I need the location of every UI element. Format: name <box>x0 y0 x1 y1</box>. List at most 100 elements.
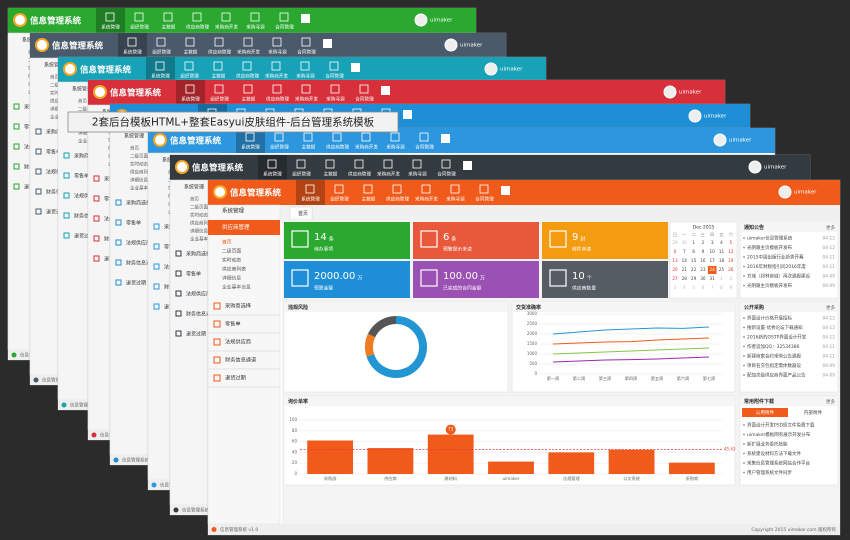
sidebar-sub[interactable]: 详细信息 <box>78 130 96 137</box>
list-item[interactable]: 搜新设置-优秀论坛下载通知 <box>747 324 803 331</box>
sidebar-sub[interactable]: 首页 <box>190 196 199 203</box>
calendar-day[interactable]: 3 <box>711 240 714 245</box>
download-tab[interactable]: 公用附件 <box>756 409 775 416</box>
sidebar-item[interactable]: 采购商选择 <box>126 200 151 207</box>
list-item[interactable]: 系统建设材料方法下载文件 <box>747 450 801 457</box>
calendar-day[interactable]: 21 <box>682 267 688 272</box>
nav-item[interactable]: 供应商管理 <box>386 196 409 203</box>
sidebar-sub[interactable]: 企业基本信息 <box>130 185 157 192</box>
stat-tile[interactable] <box>284 261 410 298</box>
nav-item[interactable]: 系统管理 <box>263 171 282 178</box>
calendar-day[interactable]: 14 <box>682 258 688 263</box>
list-item[interactable]: 配加次级供应商界面产品公告 <box>747 372 806 379</box>
calendar-day[interactable]: 5 <box>729 240 732 245</box>
sidebar-sub[interactable]: 二级页面 <box>222 248 241 255</box>
nav-item[interactable]: 采购寻源 <box>326 96 345 103</box>
sidebar-sub[interactable]: 二级页面 <box>78 106 96 113</box>
nav-item[interactable]: 组织管理 <box>180 73 199 80</box>
calendar-day[interactable]: 15 <box>691 258 697 263</box>
user-name[interactable]: uimaker <box>764 165 787 171</box>
calendar-day[interactable]: 24 <box>710 267 716 272</box>
nav-item[interactable]: 采购商开发 <box>215 24 238 31</box>
nav-item[interactable]: 系统管理 <box>181 96 200 103</box>
calendar-day[interactable]: 23 <box>700 267 706 272</box>
nav-item[interactable]: 主数据 <box>324 171 338 178</box>
tab-label[interactable]: 首页 <box>298 210 308 217</box>
calendar-day[interactable]: 8 <box>692 249 695 254</box>
nav-item[interactable]: 组织管理 <box>330 196 349 203</box>
more-link[interactable]: 更多 <box>826 304 835 311</box>
more-link[interactable]: 更多 <box>826 398 835 405</box>
sidebar-sub[interactable]: 首页 <box>50 74 59 81</box>
sidebar-item[interactable]: 法规供应商 <box>126 240 151 247</box>
calendar-day[interactable]: 3 <box>674 285 677 290</box>
nav-item[interactable]: 主数据 <box>242 96 256 103</box>
nav-item[interactable]: 主数据 <box>184 49 198 56</box>
calendar-day[interactable]: 30 <box>700 276 706 281</box>
nav-item[interactable]: 主数据 <box>212 73 226 80</box>
sidebar-sub[interactable]: 首页 <box>222 239 232 246</box>
sidebar-sub[interactable]: 供应商列表 <box>222 266 246 273</box>
nav-item[interactable]: 组织管理 <box>152 49 171 56</box>
calendar-day[interactable]: 4 <box>720 240 723 245</box>
calendar-day[interactable]: 25 <box>719 267 725 272</box>
nav-item[interactable]: 采购寻源 <box>296 73 315 80</box>
list-item[interactable]: 光阴跟主页模板开发布 <box>747 282 792 289</box>
sidebar-sub[interactable]: 详细信息 <box>222 275 241 282</box>
calendar-day[interactable]: 19 <box>728 258 734 263</box>
sidebar-sub[interactable]: 实时动态 <box>222 257 241 264</box>
nav-item[interactable]: 采购寻源 <box>408 171 427 178</box>
more-link[interactable]: 更多 <box>826 224 835 231</box>
nav-item[interactable]: 合同管理 <box>297 49 316 56</box>
user-name[interactable]: uimaker <box>704 114 727 120</box>
sidebar-item[interactable]: 采购商选择 <box>74 153 99 160</box>
sidebar-item[interactable]: 财务信息通道 <box>126 260 156 267</box>
calendar-day[interactable]: 31 <box>710 276 716 281</box>
sidebar-item[interactable]: 退货过期 <box>74 233 94 240</box>
stat-tile[interactable] <box>413 222 539 259</box>
sidebar-item[interactable]: 零售单 <box>186 271 201 278</box>
nav-item[interactable]: 系统管理 <box>123 49 142 56</box>
nav-item[interactable]: 采购商开发 <box>377 171 400 178</box>
calendar-day[interactable]: 22 <box>691 267 697 272</box>
nav-item[interactable]: 采购商开发 <box>295 96 318 103</box>
sidebar-item[interactable]: 退货过期 <box>46 209 66 216</box>
calendar-day[interactable]: 9 <box>729 285 732 290</box>
list-item[interactable]: 采集信息管理系统网站合作平台 <box>747 460 810 467</box>
user-name[interactable]: uimaker <box>729 138 752 144</box>
sidebar-item[interactable]: 采购商选择 <box>186 251 211 258</box>
sidebar-sub[interactable]: 实时动态 <box>130 161 148 168</box>
list-item[interactable]: 界面设计开发PSD原文件免费下载 <box>747 422 815 429</box>
nav-item[interactable]: 组织管理 <box>210 96 229 103</box>
calendar-day[interactable]: 7 <box>683 249 686 254</box>
nav-item[interactable]: 采购寻源 <box>246 24 265 31</box>
nav-item[interactable]: 主数据 <box>302 144 316 151</box>
calendar-day[interactable]: 26 <box>728 267 734 272</box>
user-name[interactable]: uimaker <box>430 18 453 24</box>
list-item[interactable]: uimaker信息管理系统 <box>747 235 793 242</box>
calendar-day[interactable]: 17 <box>710 258 716 263</box>
nav-item[interactable]: 系统管理 <box>241 144 260 151</box>
nav-item[interactable]: 合同管理 <box>275 24 294 31</box>
sidebar-item[interactable]: 零售单 <box>46 149 61 156</box>
sidebar-item[interactable]: 零售单 <box>126 220 141 227</box>
nav-item[interactable]: 组织管理 <box>270 144 289 151</box>
calendar-day[interactable]: 30 <box>682 240 688 245</box>
list-item[interactable]: 作者追加QQ：32534386 <box>747 343 800 350</box>
nav-item[interactable]: 供应商管理 <box>208 49 231 56</box>
user-name[interactable]: uimaker <box>794 190 817 196</box>
list-item[interactable]: 新扩展业务委托技能 <box>747 441 788 448</box>
calendar-day[interactable]: 5 <box>692 285 695 290</box>
list-item[interactable]: uimaker模板网有展示开发分布 <box>747 431 811 438</box>
sidebar-sub[interactable]: 企业基本信息 <box>190 236 217 243</box>
sidebar-item[interactable]: 财务信息通道 <box>225 356 256 364</box>
calendar-day[interactable]: 18 <box>719 258 725 263</box>
sidebar-sub[interactable]: 详细信息 <box>190 228 208 235</box>
sidebar-item[interactable]: 零售单 <box>225 320 241 328</box>
calendar-day[interactable]: 6 <box>702 285 705 290</box>
nav-item[interactable]: 组织管理 <box>292 171 311 178</box>
list-item[interactable]: 2015中国出版行业新秀开幕 <box>747 254 804 261</box>
nav-item[interactable]: 合同管理 <box>475 196 494 203</box>
user-name[interactable]: uimaker <box>500 67 523 73</box>
nav-item[interactable]: 供应商管理 <box>326 144 349 151</box>
